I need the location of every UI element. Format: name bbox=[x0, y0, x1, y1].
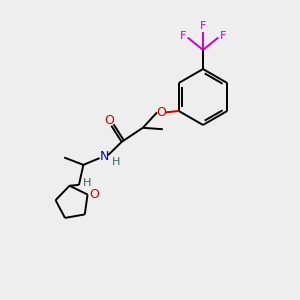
Text: H: H bbox=[112, 157, 120, 167]
Text: F: F bbox=[200, 21, 206, 31]
Text: H: H bbox=[83, 178, 92, 188]
Text: O: O bbox=[156, 106, 166, 119]
Text: O: O bbox=[89, 188, 99, 201]
Text: F: F bbox=[179, 31, 186, 41]
Text: O: O bbox=[105, 114, 115, 127]
Text: F: F bbox=[220, 31, 226, 41]
Text: N: N bbox=[99, 150, 109, 163]
